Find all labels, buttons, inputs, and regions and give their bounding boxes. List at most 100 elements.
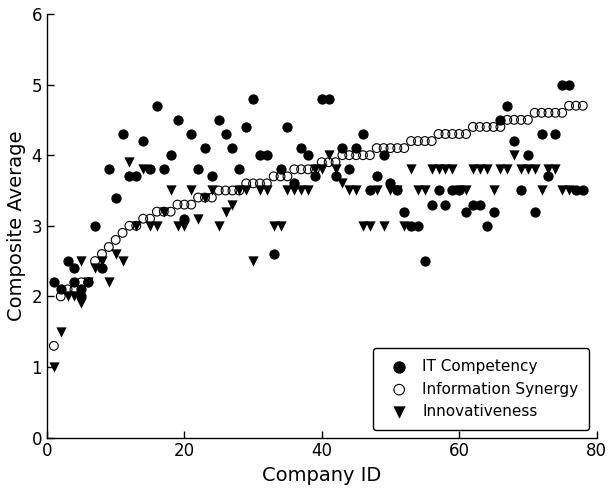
IT Competency [482,222,492,230]
Innovativeness [69,292,79,300]
Information Synergy [523,116,533,124]
Innovativeness [49,363,59,371]
Innovativeness [413,186,423,194]
Information Synergy [262,180,272,187]
Information Synergy [358,151,368,159]
Innovativeness [131,222,141,230]
IT Competency [104,165,114,173]
IT Competency [558,81,567,89]
Innovativeness [351,186,361,194]
IT Competency [406,222,416,230]
IT Competency [186,130,196,138]
Innovativeness [509,151,519,159]
Innovativeness [550,165,560,173]
IT Competency [351,144,361,152]
Information Synergy [200,194,210,202]
Information Synergy [399,144,409,152]
IT Competency [461,208,471,215]
Information Synergy [344,151,354,159]
Innovativeness [558,186,567,194]
Innovativeness [365,222,375,230]
Information Synergy [495,123,505,131]
Information Synergy [104,243,114,251]
Innovativeness [303,186,313,194]
Information Synergy [454,130,464,138]
Innovativeness [372,186,382,194]
Innovativeness [440,165,450,173]
Information Synergy [241,180,251,187]
Innovativeness [564,186,574,194]
Innovativeness [330,165,340,173]
IT Competency [97,264,107,272]
IT Competency [276,165,286,173]
IT Competency [530,208,540,215]
Innovativeness [235,186,244,194]
Information Synergy [578,102,588,110]
Information Synergy [97,250,107,258]
Innovativeness [399,222,409,230]
Innovativeness [420,186,430,194]
Innovativeness [296,186,306,194]
Innovativeness [111,250,120,258]
Innovativeness [125,158,134,166]
IT Competency [344,165,354,173]
Innovativeness [482,165,492,173]
Innovativeness [502,165,512,173]
Information Synergy [310,165,320,173]
IT Competency [448,186,457,194]
IT Competency [69,278,79,286]
Innovativeness [193,215,203,223]
Innovativeness [173,222,182,230]
Innovativeness [427,165,437,173]
Innovativeness [530,165,540,173]
IT Competency [145,165,155,173]
Innovativeness [317,165,327,173]
Information Synergy [372,144,382,152]
Legend: IT Competency, Information Synergy, Innovativeness: IT Competency, Information Synergy, Inno… [373,348,589,430]
IT Competency [427,201,437,209]
Information Synergy [482,123,492,131]
Information Synergy [269,172,279,180]
IT Competency [571,186,581,194]
Innovativeness [495,165,505,173]
IT Competency [296,144,306,152]
Information Synergy [207,194,217,202]
Information Synergy [159,208,169,215]
Information Synergy [131,222,141,230]
Information Synergy [468,123,478,131]
Information Synergy [420,137,430,145]
IT Competency [125,172,134,180]
IT Competency [310,172,320,180]
Innovativeness [138,165,148,173]
IT Competency [420,257,430,265]
Innovativeness [461,186,471,194]
Information Synergy [558,109,567,117]
Innovativeness [537,186,546,194]
Information Synergy [235,186,244,194]
IT Competency [379,151,389,159]
Innovativeness [179,222,189,230]
Information Synergy [338,151,348,159]
Information Synergy [543,109,553,117]
IT Competency [207,172,217,180]
Innovativeness [282,186,292,194]
IT Competency [173,116,182,124]
Innovativeness [84,278,93,286]
Innovativeness [90,264,100,272]
Information Synergy [145,215,155,223]
Innovativeness [448,165,457,173]
Innovativeness [310,165,320,173]
IT Competency [502,102,512,110]
Innovativeness [76,300,86,308]
Innovativeness [338,180,348,187]
Innovativeness [289,186,299,194]
Innovativeness [248,257,258,265]
IT Competency [433,186,443,194]
Information Synergy [228,186,238,194]
IT Competency [262,151,272,159]
Innovativeness [63,292,72,300]
Innovativeness [159,208,169,215]
Innovativeness [523,165,533,173]
Innovativeness [468,165,478,173]
Information Synergy [502,116,512,124]
